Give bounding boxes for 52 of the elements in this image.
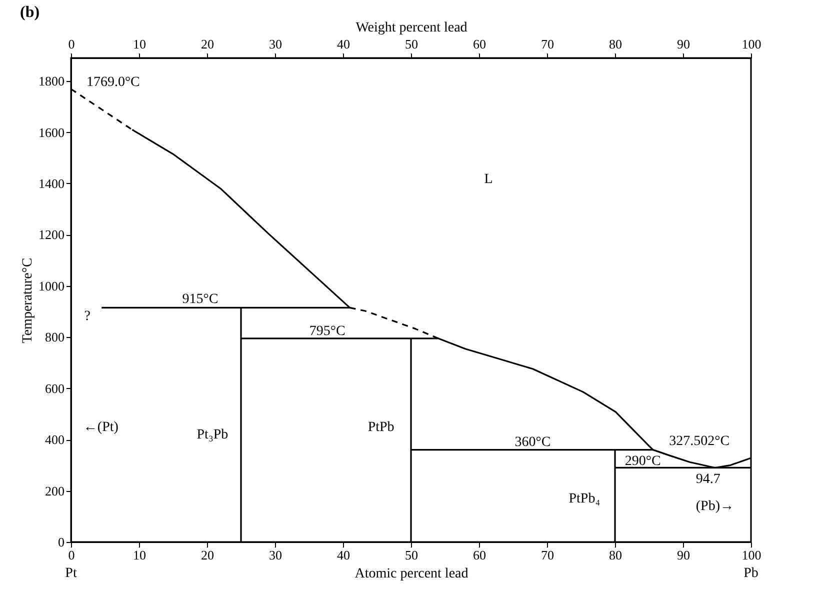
x-tick-label: 80 [609, 548, 622, 562]
text: Pb [744, 566, 758, 581]
annotation: 327.502°C [669, 434, 730, 449]
y-tick-label: 0 [58, 534, 64, 550]
y-tick-label: 400 [45, 432, 64, 448]
x2-tick-label: 40 [337, 36, 350, 52]
x2-tick-label: 60 [473, 36, 486, 52]
annotation: ←(Pt) [83, 420, 119, 436]
annotation: 915°C [182, 292, 218, 307]
x2-tick-label: 10 [133, 36, 146, 52]
annotation: 795°C [309, 324, 346, 339]
annotation: 94.7 [696, 472, 720, 488]
y-tick-label: 600 [45, 380, 64, 396]
x2-tick-label: 70 [541, 36, 554, 52]
x2-axis-title: Weight percent lead [356, 20, 468, 36]
x2-tick-label: 100 [742, 36, 762, 52]
x-tick-label: 30 [269, 548, 282, 562]
annotation: Pt₃Pb [196, 427, 228, 442]
annotation: 1769.0°C [86, 74, 140, 90]
x-tick-label: 70 [541, 548, 554, 562]
annotation: PtPb [368, 420, 394, 435]
x-tick-label: 90 [677, 548, 690, 562]
x-tick-label: 50 [405, 548, 418, 562]
y-tick-label: 1000 [38, 278, 64, 294]
chart-title: (b) [20, 4, 40, 21]
x-tick-label: 60 [473, 548, 486, 562]
x-tick-label: 100 [742, 548, 762, 562]
x-tick-label: 40 [337, 548, 350, 562]
y-axis-title: Temperature°C [20, 258, 36, 344]
y-tick-label: 1400 [38, 176, 64, 191]
x2-tick-label: 80 [609, 36, 622, 52]
annotation: (Pb)→ [696, 498, 734, 514]
y-tick-label: 1200 [38, 227, 64, 242]
x2-tick-label: 30 [269, 36, 282, 52]
x-axis-title: Atomic percent lead [354, 566, 468, 582]
text: Pt [65, 566, 77, 581]
x-tick-label: 0 [68, 548, 75, 562]
annotation: 290°C [624, 454, 661, 470]
y-tick-label: 200 [45, 483, 64, 498]
annotation: ? [84, 308, 90, 324]
x2-tick-label: 20 [201, 36, 214, 52]
x2-tick-label: 0 [68, 36, 75, 52]
x-tick-label: 20 [201, 548, 214, 562]
y-tick-label: 1800 [38, 74, 64, 89]
annotation: 360°C [514, 434, 551, 450]
x2-tick-label: 90 [677, 36, 690, 52]
y-tick-label: 1600 [38, 124, 64, 140]
annotation: L [484, 172, 493, 187]
annotation: PtPb₄ [568, 491, 600, 506]
y-tick-label: 800 [45, 330, 64, 345]
x-tick-label: 10 [133, 548, 146, 562]
x2-tick-label: 50 [405, 36, 418, 52]
